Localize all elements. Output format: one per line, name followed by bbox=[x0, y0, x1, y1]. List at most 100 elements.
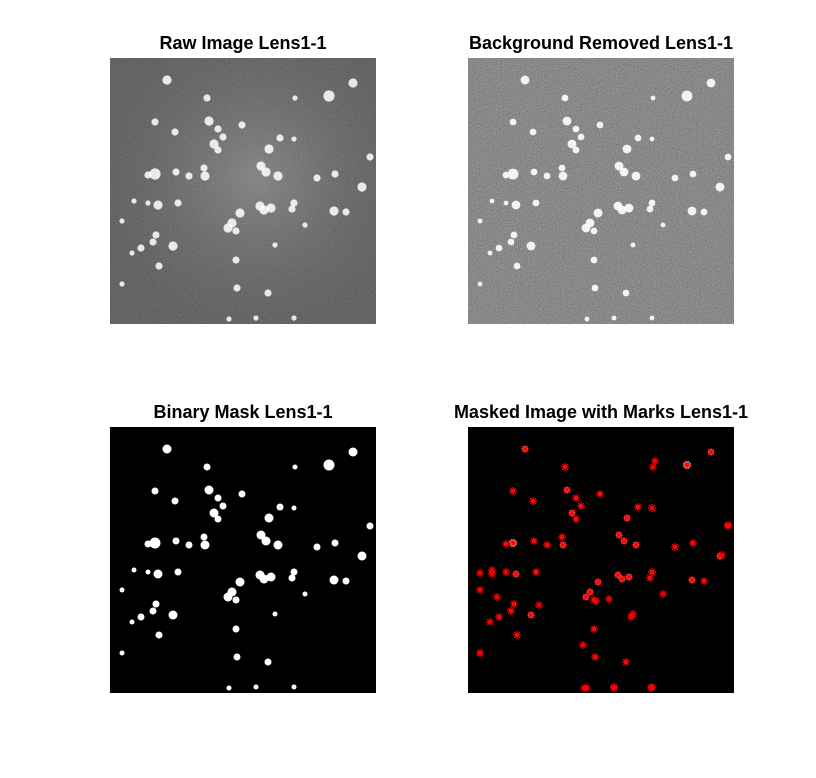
spot bbox=[131, 567, 137, 573]
detection-marker bbox=[521, 445, 529, 453]
spot bbox=[261, 167, 271, 177]
detection-marker bbox=[590, 625, 598, 633]
spot bbox=[671, 174, 679, 182]
spot bbox=[572, 146, 580, 154]
background-removed-noise-layer bbox=[468, 58, 734, 324]
background-removed-image bbox=[468, 58, 734, 324]
spot bbox=[273, 171, 283, 181]
spot bbox=[558, 164, 566, 172]
spot bbox=[291, 136, 297, 142]
spot bbox=[276, 503, 284, 511]
detection-marker bbox=[596, 490, 604, 498]
spot bbox=[584, 316, 590, 322]
detection-marker bbox=[510, 600, 518, 608]
spot bbox=[266, 203, 276, 213]
spot bbox=[137, 613, 145, 621]
spot bbox=[162, 75, 172, 85]
spot bbox=[611, 315, 617, 321]
spot bbox=[520, 75, 530, 85]
spot bbox=[593, 208, 603, 218]
spot bbox=[530, 168, 538, 176]
spot bbox=[171, 497, 179, 505]
spot bbox=[622, 144, 632, 154]
spot bbox=[357, 551, 367, 561]
spot bbox=[174, 568, 182, 576]
spot bbox=[558, 171, 568, 181]
spot bbox=[649, 136, 655, 142]
spot bbox=[238, 121, 246, 129]
detection-marker bbox=[476, 569, 484, 577]
detection-marker bbox=[486, 618, 494, 626]
detection-marker bbox=[476, 649, 484, 657]
spot bbox=[204, 116, 214, 126]
detection-marker bbox=[572, 515, 580, 523]
spot bbox=[200, 164, 208, 172]
spot bbox=[291, 505, 297, 511]
spot bbox=[264, 144, 274, 154]
spot bbox=[313, 543, 321, 551]
spot bbox=[323, 459, 335, 471]
spot bbox=[226, 316, 232, 322]
spot bbox=[253, 315, 259, 321]
detection-marker bbox=[591, 653, 599, 661]
spot bbox=[119, 218, 125, 224]
spot bbox=[646, 205, 654, 213]
detection-marker bbox=[530, 537, 538, 545]
detection-marker bbox=[610, 684, 618, 692]
detection-marker bbox=[689, 539, 697, 547]
binary-mask-spot-group bbox=[119, 444, 374, 691]
spot bbox=[214, 125, 222, 133]
spot bbox=[223, 223, 233, 233]
detection-marker bbox=[700, 577, 708, 585]
spot bbox=[153, 200, 163, 210]
spot bbox=[209, 508, 219, 518]
detection-marker bbox=[615, 531, 623, 539]
spot bbox=[700, 208, 708, 216]
spot bbox=[477, 281, 483, 287]
spot bbox=[715, 182, 725, 192]
spot bbox=[543, 172, 551, 180]
spot bbox=[567, 139, 577, 149]
spot bbox=[168, 241, 178, 251]
spot bbox=[162, 444, 172, 454]
spot bbox=[200, 171, 210, 181]
detection-marker bbox=[512, 570, 520, 578]
spot bbox=[614, 161, 624, 171]
spot bbox=[203, 94, 211, 102]
spot bbox=[264, 513, 274, 523]
spot bbox=[200, 540, 210, 550]
spot bbox=[513, 262, 521, 270]
spot bbox=[151, 487, 159, 495]
spot bbox=[348, 447, 358, 457]
spot bbox=[273, 540, 283, 550]
spot bbox=[724, 153, 732, 161]
panel-title-background-removed: Background Removed Lens1-1 bbox=[468, 33, 734, 53]
spot bbox=[266, 572, 276, 582]
spot bbox=[204, 485, 214, 495]
spot bbox=[648, 199, 656, 207]
spot bbox=[272, 611, 278, 617]
spot bbox=[214, 146, 222, 154]
detection-marker bbox=[579, 641, 587, 649]
spot bbox=[619, 167, 629, 177]
spot bbox=[624, 203, 634, 213]
spot bbox=[209, 139, 219, 149]
detection-marker bbox=[683, 461, 691, 469]
detection-marker bbox=[688, 576, 696, 584]
detection-marker bbox=[577, 502, 585, 510]
panel-title-binary-mask: Binary Mask Lens1-1 bbox=[153, 402, 333, 422]
spot bbox=[291, 684, 297, 690]
detection-marker bbox=[493, 593, 501, 601]
detection-marker bbox=[651, 457, 659, 465]
spot bbox=[348, 78, 358, 88]
spot bbox=[149, 238, 157, 246]
spot bbox=[502, 171, 510, 179]
detection-marker bbox=[568, 509, 576, 517]
spot bbox=[510, 231, 518, 239]
spot bbox=[153, 569, 163, 579]
spot bbox=[119, 650, 125, 656]
spot bbox=[203, 463, 211, 471]
spot bbox=[631, 171, 641, 181]
detection-marker bbox=[580, 684, 588, 692]
spot bbox=[185, 172, 193, 180]
